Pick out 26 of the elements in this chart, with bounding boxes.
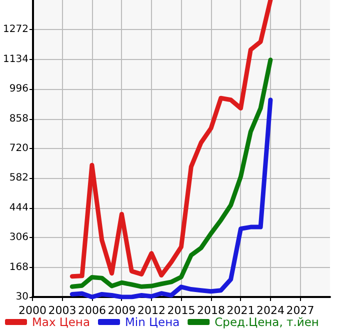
line-series (70, 98, 273, 300)
line-series (70, 0, 273, 279)
y-tick-label: 168 (9, 262, 28, 273)
legend-label: Min Цена (125, 315, 180, 329)
x-tick-label: 2006 (78, 304, 106, 317)
legend-label: Сред.Цена, т.йен (214, 315, 319, 329)
x-tick-label: 2009 (108, 304, 136, 317)
x-tick-label: 2015 (167, 304, 196, 317)
y-tick-label: 582 (9, 172, 28, 184)
x-tick-label: 2024 (256, 304, 284, 317)
legend-label: Max Цена (32, 315, 90, 329)
y-tick-label: 1272 (2, 24, 28, 36)
y-tick-label: 444 (9, 202, 28, 214)
x-tick-label: 2000 (18, 304, 46, 317)
x-tick-label: 2012 (137, 304, 166, 317)
y-tick-label: 306 (9, 232, 28, 244)
y-tick-label: 1134 (2, 54, 28, 65)
y-tick-label: 858 (9, 113, 28, 124)
line-series (70, 58, 273, 289)
y-tick-label: 30 (16, 292, 28, 302)
x-tick-label: 2027 (286, 304, 314, 317)
x-tick-label: 2021 (226, 304, 255, 317)
y-tick-label: 996 (9, 84, 28, 95)
x-tick-label: 2018 (196, 304, 225, 317)
y-tick-label: 720 (9, 143, 28, 154)
x-tick-label: 2003 (48, 304, 76, 317)
